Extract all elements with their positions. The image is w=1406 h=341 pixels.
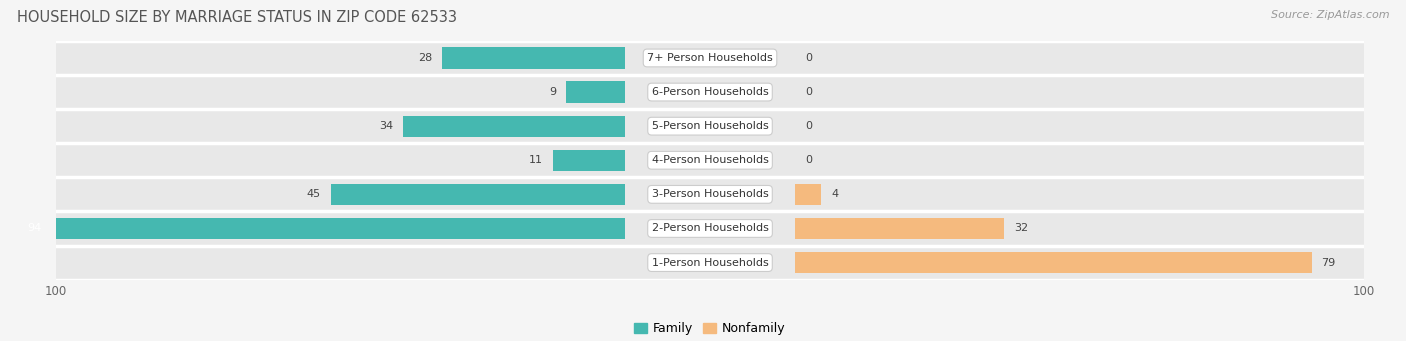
Text: 11: 11	[529, 155, 543, 165]
Text: 34: 34	[378, 121, 392, 131]
Text: 2-Person Households: 2-Person Households	[651, 223, 769, 234]
Text: 4: 4	[831, 189, 838, 199]
Text: 32: 32	[1014, 223, 1028, 234]
Bar	[56, 211, 1364, 246]
Text: 7+ Person Households: 7+ Person Households	[647, 53, 773, 63]
Text: 0: 0	[804, 121, 811, 131]
Bar	[10, 218, 626, 239]
Text: 5-Person Households: 5-Person Households	[651, 121, 769, 131]
Bar	[402, 116, 626, 137]
Bar	[441, 47, 626, 69]
Bar	[794, 184, 821, 205]
Text: 4-Person Households: 4-Person Households	[651, 155, 769, 165]
Bar	[56, 109, 1364, 143]
Text: 0: 0	[804, 87, 811, 97]
Bar	[56, 143, 1364, 177]
Text: 79: 79	[1322, 257, 1336, 268]
Bar	[56, 41, 1364, 75]
Text: 6-Person Households: 6-Person Households	[651, 87, 769, 97]
Text: 3-Person Households: 3-Person Households	[651, 189, 769, 199]
Bar	[56, 75, 1364, 109]
Text: 45: 45	[307, 189, 321, 199]
Text: 28: 28	[418, 53, 432, 63]
Bar	[56, 177, 1364, 211]
Bar	[56, 246, 1364, 280]
Text: 9: 9	[550, 87, 557, 97]
Bar	[794, 252, 1312, 273]
Text: 1-Person Households: 1-Person Households	[651, 257, 769, 268]
Legend: Family, Nonfamily: Family, Nonfamily	[630, 317, 790, 340]
Bar	[553, 150, 626, 171]
Bar	[330, 184, 626, 205]
Text: 0: 0	[804, 155, 811, 165]
Text: Source: ZipAtlas.com: Source: ZipAtlas.com	[1271, 10, 1389, 20]
Bar	[567, 81, 626, 103]
Text: 94: 94	[27, 223, 41, 234]
Text: 0: 0	[804, 53, 811, 63]
Bar	[794, 218, 1004, 239]
Text: HOUSEHOLD SIZE BY MARRIAGE STATUS IN ZIP CODE 62533: HOUSEHOLD SIZE BY MARRIAGE STATUS IN ZIP…	[17, 10, 457, 25]
